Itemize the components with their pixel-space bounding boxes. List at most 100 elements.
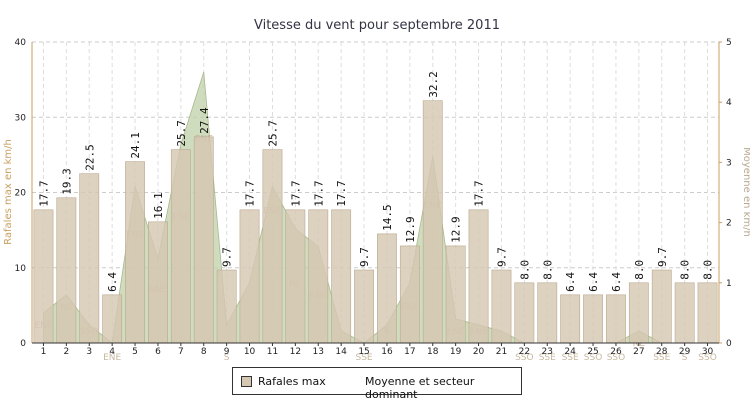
- y-tick-right: 4: [726, 98, 732, 108]
- bar-series: 17.7 19.3 22.5 6.4 24.1 16.1 25.7 27.4 9.7 17.7 25…: [33, 71, 718, 344]
- bar: [628, 282, 649, 344]
- x-tick-label: 7: [178, 347, 184, 357]
- bar-value-label: 17.7: [473, 180, 486, 207]
- bar: [354, 269, 374, 344]
- bar: [697, 282, 718, 344]
- bar: [377, 233, 397, 344]
- x-tick-label: 9: [224, 347, 230, 357]
- bar-value-label: 16.1: [152, 192, 165, 219]
- direction-label: SSE: [562, 353, 579, 363]
- x-tick-label: 18: [427, 347, 439, 357]
- x-tick-label: 21: [496, 347, 507, 357]
- bar-value-label: 12.9: [404, 216, 417, 243]
- direction-label: S: [682, 353, 688, 363]
- bar: [651, 269, 672, 344]
- legend-swatch-gusts: [241, 376, 252, 387]
- x-tick-label: 14: [335, 347, 347, 357]
- y-tick-right: 3: [726, 158, 732, 168]
- x-tick-label: 2: [63, 347, 69, 357]
- bar: [216, 269, 237, 344]
- y-tick-left: 40: [15, 38, 27, 48]
- direction-label: SSE: [539, 353, 556, 363]
- direction-label: SSO: [698, 353, 717, 363]
- x-tick-label: 26: [610, 347, 622, 357]
- bar: [79, 173, 100, 344]
- bar-value-label: 32.2: [427, 71, 440, 98]
- bar: [606, 294, 626, 344]
- y-tick-left: 20: [15, 189, 27, 199]
- bar: [170, 149, 191, 344]
- bar: [491, 269, 512, 344]
- bar: [239, 209, 260, 344]
- chart-title: Vitesse du vent pour septembre 2011: [254, 18, 500, 33]
- x-tick-label: 24: [564, 347, 576, 357]
- bar: [148, 221, 168, 344]
- bar-value-label: 24.1: [129, 132, 142, 159]
- x-tick-label: 25: [587, 347, 598, 357]
- bar: [583, 294, 603, 344]
- bar: [674, 282, 695, 344]
- x-tick-label: 27: [633, 347, 644, 357]
- y-tick-right: 1: [726, 279, 732, 289]
- bar-value-label: 9.7: [221, 247, 234, 267]
- bar-value-label: 6.4: [564, 272, 577, 292]
- y-tick-left: 30: [15, 113, 27, 123]
- bar-value-label: 17.7: [37, 180, 50, 207]
- bar: [331, 209, 352, 344]
- direction-label: SSE: [355, 353, 372, 363]
- x-tick-label: 11: [267, 347, 278, 357]
- direction-label: ENE: [103, 353, 121, 363]
- bar: [125, 161, 145, 344]
- x-tick-label: 22: [519, 347, 530, 357]
- x-tick-label: 17: [404, 347, 415, 357]
- x-tick-label: 15: [358, 347, 369, 357]
- bar-value-label: 12.9: [450, 216, 463, 243]
- x-tick-label: 5: [132, 347, 138, 357]
- bar: [422, 100, 443, 344]
- y-axis-label-right: Moyenne en km/h: [741, 147, 750, 237]
- x-tick-label: 8: [201, 347, 207, 357]
- bar-value-label: 6.4: [106, 272, 119, 292]
- x-tick-label: 6: [155, 347, 161, 357]
- bar-value-label: 17.7: [244, 180, 257, 207]
- bar-value-label: 6.4: [610, 272, 623, 292]
- x-tick-label: 30: [702, 347, 714, 357]
- bar-value-label: 25.7: [266, 120, 279, 147]
- legend: Rafales max Moyenne et secteur dominant: [232, 367, 522, 401]
- legend-label-mean: Moyenne et secteur dominant: [365, 375, 475, 401]
- x-tick-label: 1: [41, 347, 47, 357]
- bar: [537, 282, 558, 344]
- bar-value-label: 17.7: [289, 180, 302, 207]
- bar-value-label: 14.5: [381, 204, 394, 231]
- bar-value-label: 9.7: [495, 247, 508, 267]
- x-tick-label: 10: [244, 347, 256, 357]
- direction-label: S: [224, 353, 230, 363]
- bar: [193, 136, 214, 344]
- direction-label: SSO: [584, 353, 603, 363]
- y-tick-right: 0: [726, 339, 732, 349]
- x-tick-label: 13: [313, 347, 324, 357]
- bar-value-label: 8.0: [541, 260, 554, 280]
- bar-value-label: 8.0: [679, 260, 692, 280]
- bar-value-label: 8.0: [633, 260, 646, 280]
- bar-value-label: 8.0: [702, 260, 715, 280]
- x-tick-label: 20: [473, 347, 485, 357]
- bar: [399, 245, 420, 344]
- y-axis-label-left: Rafales max en km/h: [3, 139, 14, 245]
- x-tick-label: 19: [450, 347, 462, 357]
- direction-label: SSO: [607, 353, 626, 363]
- bar: [33, 209, 54, 344]
- x-tick-label: 23: [542, 347, 553, 357]
- bar-value-label: 22.5: [83, 144, 96, 171]
- bar: [468, 209, 489, 344]
- legend-label-gusts: Rafales max: [258, 375, 326, 388]
- x-tick-label: 16: [381, 347, 393, 357]
- y-tick-left: 10: [15, 264, 27, 274]
- y-tick-right: 2: [726, 219, 732, 229]
- x-tick-label: 3: [86, 347, 92, 357]
- bar: [56, 197, 77, 344]
- x-tick-label: 12: [290, 347, 301, 357]
- bar: [445, 245, 466, 344]
